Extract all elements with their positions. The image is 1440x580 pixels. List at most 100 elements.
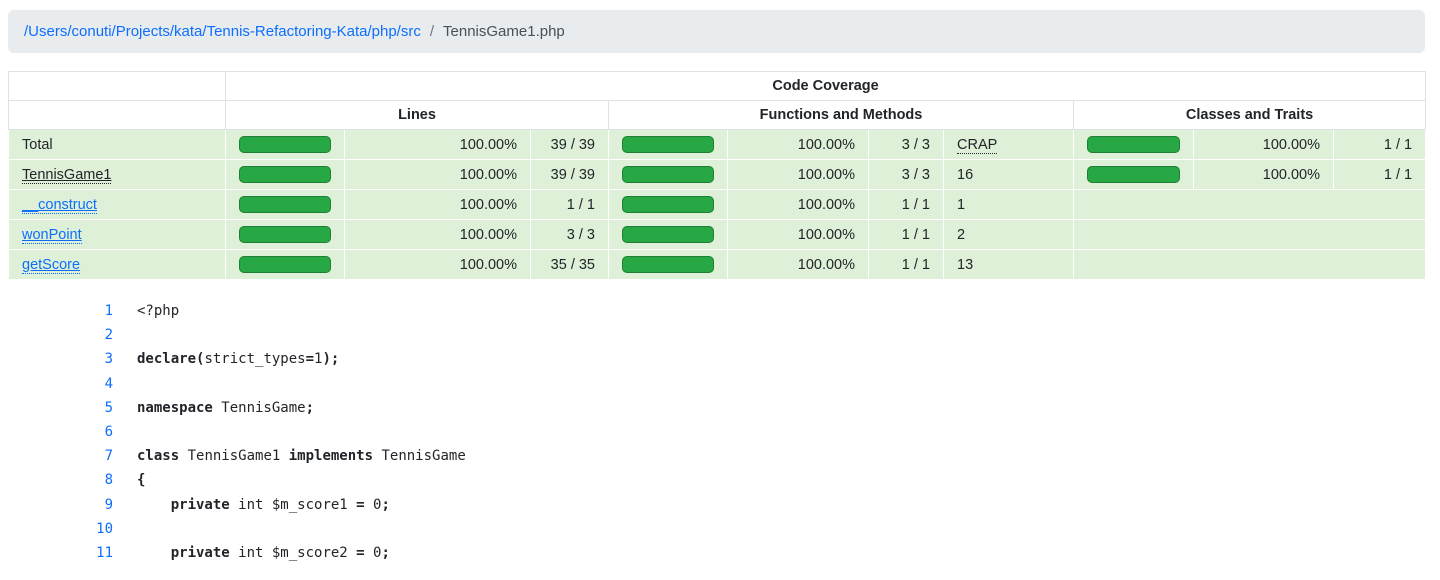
code-line-source: { <box>137 472 146 489</box>
code-line-source: namespace TennisGame; <box>137 399 315 416</box>
code-line: 2 <box>8 323 1425 347</box>
crap-value-cell: 2 <box>943 219 1074 250</box>
code-line: 4 <box>8 372 1425 396</box>
line-number-link[interactable]: 5 <box>104 399 113 416</box>
coverage-bar <box>1087 166 1180 183</box>
line-number-link[interactable]: 9 <box>104 496 113 513</box>
row-name-cell: TennisGame1 <box>8 159 226 190</box>
classes-bar-cell <box>1073 129 1194 160</box>
row-name-cell: getScore <box>8 249 226 280</box>
line-number-link[interactable]: 3 <box>104 351 113 368</box>
functions-percent-cell: 100.00% <box>727 189 869 220</box>
crap-value-cell: 1 <box>943 189 1074 220</box>
line-number-link[interactable]: 11 <box>96 544 113 561</box>
table-title-row: Code Coverage <box>8 71 1427 101</box>
corner-cell <box>8 71 226 101</box>
method-link[interactable]: __construct <box>22 196 97 214</box>
method-link[interactable]: wonPoint <box>22 226 82 244</box>
code-line: 5 namespace TennisGame; <box>8 396 1425 420</box>
code-line-source: private int $m_score1 = 0; <box>170 496 390 513</box>
crap-header-cell: CRAP <box>943 129 1074 160</box>
code-line-source: private int $m_score2 = 0; <box>170 544 390 561</box>
code-line: 6 <box>8 420 1425 444</box>
code-line: 8{ <box>8 468 1425 492</box>
line-number-link[interactable]: 10 <box>96 520 113 537</box>
classes-ratio-cell: 1 / 1 <box>1332 159 1427 190</box>
functions-percent-cell: 100.00% <box>727 249 869 280</box>
line-number-link[interactable]: 7 <box>104 448 113 465</box>
lines-bar-cell <box>225 249 345 280</box>
lines-ratio-cell: 39 / 39 <box>530 159 609 190</box>
crap-value-cell: 13 <box>943 249 1074 280</box>
lines-ratio-cell: 3 / 3 <box>530 219 609 250</box>
column-group-row: Lines Functions and Methods Classes and … <box>8 100 1427 130</box>
coverage-bar <box>622 136 714 153</box>
functions-ratio-cell: 3 / 3 <box>868 129 944 160</box>
coverage-bar <box>622 226 714 243</box>
functions-percent-cell: 100.00% <box>727 129 869 160</box>
lines-ratio-cell: 35 / 35 <box>530 249 609 280</box>
row-name-cell: wonPoint <box>8 219 226 250</box>
code-line: 11 private int $m_score2 = 0; <box>8 541 1425 565</box>
code-line: 3 declare(strict_types=1); <box>8 347 1425 371</box>
code-line: 7 class TennisGame1 implements TennisGame <box>8 444 1425 468</box>
coverage-row-method: __construct 100.00% 1 / 1 100.00% 1 / 1 … <box>8 189 1427 220</box>
row-name-cell: __construct <box>8 189 226 220</box>
source-code-listing: 1 <?php 2 3 declare(strict_types=1); 4 5 na… <box>8 299 1425 565</box>
classes-empty-cell <box>1072 249 1427 280</box>
coverage-row-class: TennisGame1 100.00% 39 / 39 100.00% 3 / … <box>8 159 1427 190</box>
coverage-row-method: getScore 100.00% 35 / 35 100.00% 1 / 1 1… <box>8 249 1427 280</box>
classes-empty-cell <box>1072 219 1427 250</box>
line-number-link[interactable]: 4 <box>104 375 113 392</box>
line-number-link[interactable]: 2 <box>104 327 113 344</box>
functions-percent-cell: 100.00% <box>727 219 869 250</box>
page-container: /Users/conuti/Projects/kata/Tennis-Refac… <box>8 10 1427 565</box>
lines-percent-cell: 100.00% <box>344 219 531 250</box>
code-line: 9 private int $m_score1 = 0; <box>8 493 1425 517</box>
functions-bar-cell <box>608 219 728 250</box>
line-number-link[interactable]: 1 <box>104 303 113 320</box>
classes-ratio-cell: 1 / 1 <box>1332 129 1427 160</box>
functions-ratio-cell: 1 / 1 <box>868 189 944 220</box>
method-name-abbr: __construct <box>22 196 97 214</box>
lines-percent-cell: 100.00% <box>344 159 531 190</box>
code-line: 10 <box>8 517 1425 541</box>
breadcrumb-separator: / <box>429 23 435 40</box>
functions-ratio-cell: 1 / 1 <box>868 219 944 250</box>
lines-percent-cell: 100.00% <box>344 129 531 160</box>
coverage-bar <box>622 196 714 213</box>
functions-ratio-cell: 3 / 3 <box>868 159 944 190</box>
functions-ratio-cell: 1 / 1 <box>868 249 944 280</box>
lines-bar-cell <box>225 159 345 190</box>
lines-ratio-cell: 1 / 1 <box>530 189 609 220</box>
code-line: 1 <?php <box>8 299 1425 323</box>
coverage-bar <box>239 166 331 183</box>
code-line-source: <?php <box>137 303 180 320</box>
coverage-bar <box>1087 136 1180 153</box>
coverage-bar <box>239 136 331 153</box>
classes-percent-cell: 100.00% <box>1193 129 1334 160</box>
line-number-link[interactable]: 6 <box>104 424 113 441</box>
lines-bar-cell <box>225 219 345 250</box>
code-line-source: class TennisGame1 implements TennisGame <box>137 448 466 465</box>
method-name-abbr: getScore <box>22 256 81 274</box>
coverage-bar <box>239 196 331 213</box>
coverage-row-total: Total 100.00% 39 / 39 100.00% 3 / 3 CRAP… <box>8 129 1427 160</box>
lines-bar-cell <box>225 129 345 160</box>
method-name-abbr: wonPoint <box>22 226 82 244</box>
crap-abbr: CRAP <box>957 136 998 154</box>
line-number-link[interactable]: 8 <box>104 472 113 489</box>
lines-percent-cell: 100.00% <box>344 249 531 280</box>
classes-empty-cell <box>1072 189 1427 220</box>
coverage-table: Code Coverage Lines Functions and Method… <box>8 71 1427 280</box>
breadcrumb-path-link[interactable]: /Users/conuti/Projects/kata/Tennis-Refac… <box>24 23 421 40</box>
table-title: Code Coverage <box>224 71 1427 101</box>
group-header-lines: Lines <box>225 100 609 130</box>
coverage-bar <box>239 226 331 243</box>
coverage-bar <box>239 256 331 273</box>
method-link[interactable]: getScore <box>22 256 81 274</box>
classes-percent-cell: 100.00% <box>1193 159 1334 190</box>
functions-bar-cell <box>608 189 728 220</box>
coverage-row-method: wonPoint 100.00% 3 / 3 100.00% 1 / 1 2 <box>8 219 1427 250</box>
coverage-bar <box>622 166 714 183</box>
